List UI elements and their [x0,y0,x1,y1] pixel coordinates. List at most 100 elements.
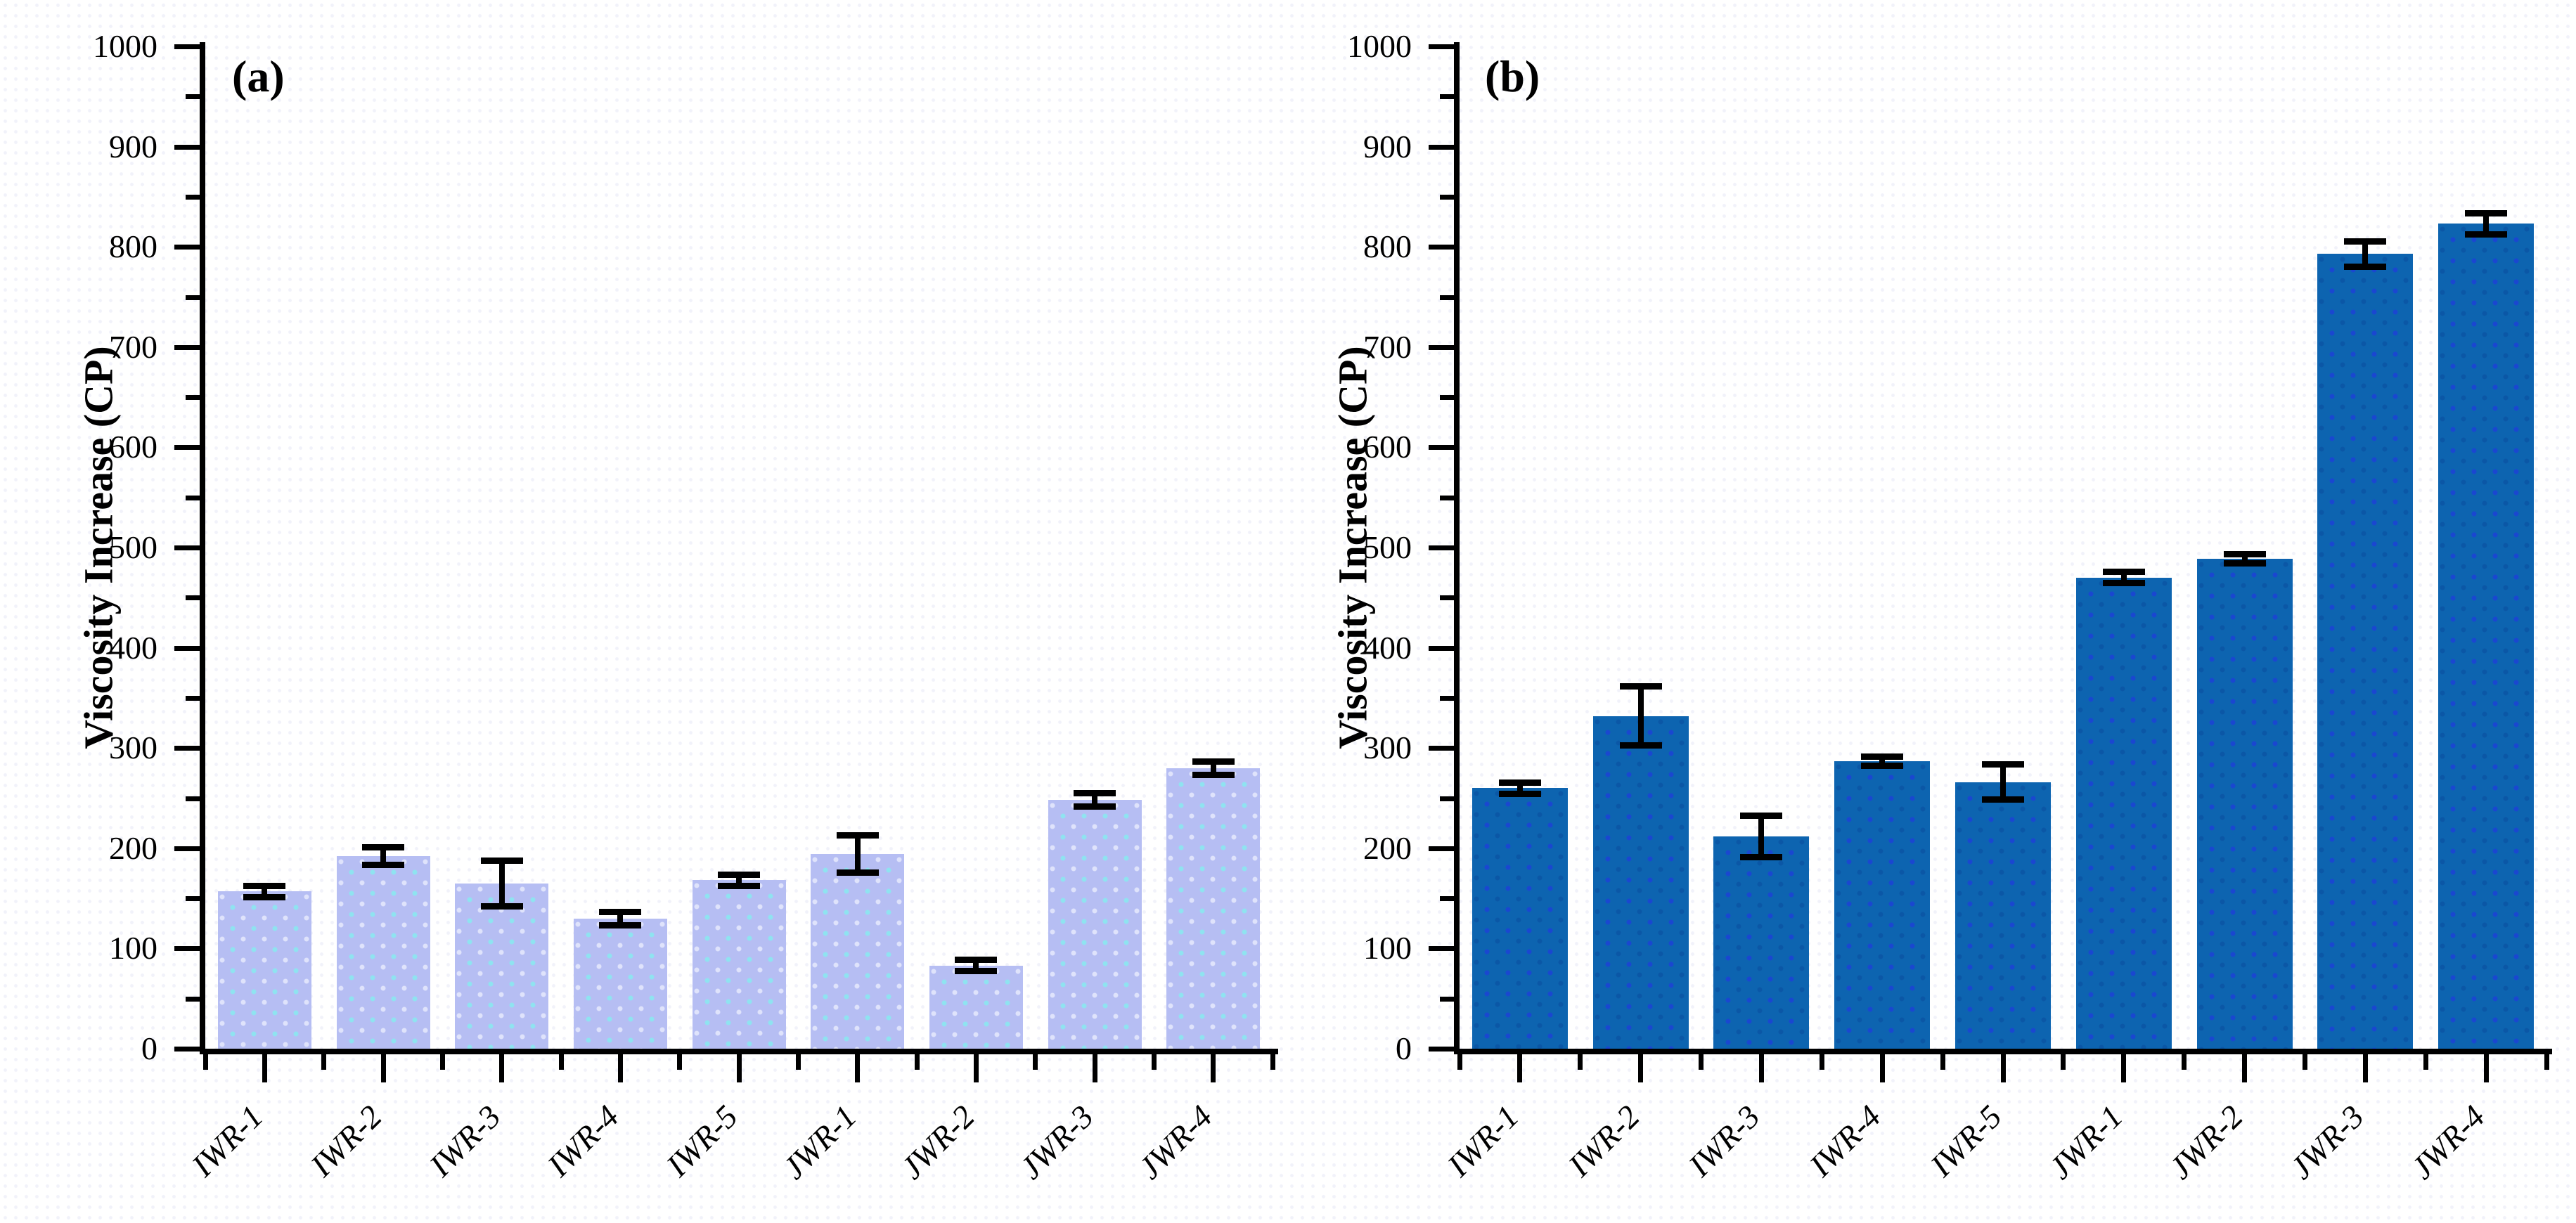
y-tick-label: 100 [1363,930,1412,966]
y-tick-minor [186,796,200,801]
x-tick-label-text: IWR-4 [1802,1098,1888,1184]
error-bar-cap [1498,790,1541,797]
y-tick-label: 800 [109,228,157,265]
y-tick-label: 500 [109,529,157,565]
y-tick-major [1429,645,1454,651]
error-bar-cap [836,869,879,876]
y-tick-major [1429,344,1454,350]
error-bar-cap [2102,569,2145,576]
x-tick-label-text: IWR-5 [1923,1098,2009,1184]
y-tick-minor [186,595,200,601]
x-tick-minor [202,1054,208,1070]
y-tick-label: 1000 [93,28,157,64]
error-bar-cap [2465,231,2508,238]
error-bar-cap [243,882,286,889]
y-tick-label: 500 [1363,529,1412,565]
error-bar-cap [362,844,404,851]
x-tick-minor [1033,1054,1038,1070]
x-tick-major [736,1054,742,1082]
x-tick-minor [558,1054,564,1070]
y-tick-major [174,645,200,651]
y-tick-major [174,746,200,751]
x-tick-minor [1578,1054,1583,1070]
bar [1713,836,1809,1049]
x-tick-major [2121,1054,2127,1082]
error-bar-line [1210,761,1216,775]
error-bar-cap [2344,263,2387,270]
bar [2438,224,2534,1049]
error-bar-line [1516,782,1523,794]
error-bar-line [380,847,386,866]
x-tick-major [262,1054,267,1082]
x-tick-minor [2182,1054,2187,1070]
y-tick-minor [186,194,200,200]
y-tick-major [1429,445,1454,451]
x-tick-label-text: IWR-2 [1561,1098,1647,1184]
y-tick-major [174,946,200,952]
y-tick-major [174,1047,200,1051]
y-tick-minor [1440,495,1454,500]
x-tick-major [1638,1054,1644,1082]
x-tick-label-text: IWR-3 [1682,1098,1767,1184]
y-tick-label: 400 [109,629,157,666]
x-tick-major [2483,1054,2489,1082]
y-tick-minor [186,495,200,500]
y-tick-label: 900 [1363,128,1412,164]
error-bar-cap [836,832,879,839]
error-bar-cap [1192,771,1235,778]
y-tick-minor [186,695,200,701]
bar [455,883,548,1049]
x-tick-major [2362,1054,2368,1082]
x-tick-minor [2423,1054,2428,1070]
y-tick-minor [1440,395,1454,401]
x-tick-major [1211,1054,1216,1082]
x-tick-minor [2544,1054,2549,1070]
y-tick-major [1429,1047,1454,1051]
y-tick-major [1429,545,1454,550]
error-bar-cap [480,902,523,910]
x-tick-minor [1151,1054,1157,1070]
bar [1472,788,1568,1049]
y-tick-label: 0 [1396,1030,1412,1066]
error-bar-cap [1740,853,1783,860]
error-bar-line [2362,240,2369,267]
x-tick-minor [1270,1054,1275,1070]
error-bar-cap [1074,803,1116,810]
y-tick-minor [1440,896,1454,902]
x-tick-major [617,1054,623,1082]
y-tick-major [1429,846,1454,851]
error-bar-line [617,911,624,926]
y-tick-label: 700 [1363,328,1412,365]
bar [929,965,1023,1049]
x-tick-minor [2061,1054,2066,1070]
y-tick-label: 0 [141,1030,157,1066]
bar [1048,800,1142,1049]
y-tick-minor [186,395,200,401]
bar [811,854,904,1049]
x-tick-label-text: JWR-4 [2404,1098,2492,1186]
error-bar-cap [1740,812,1783,819]
y-tick-label: 300 [109,730,157,766]
bar [2197,558,2293,1049]
error-bar-cap [1619,682,1662,690]
error-bar-line [973,959,979,972]
error-bar-cap [1619,742,1662,749]
bar [1955,782,2051,1049]
error-bar-cap [1861,762,1904,769]
x-tick-major [2000,1054,2006,1082]
x-axis-line [200,1049,1278,1054]
y-tick-major [174,144,200,150]
bar [2076,577,2172,1049]
y-tick-label: 600 [109,429,157,465]
error-bar-cap [2223,559,2266,567]
y-tick-minor [1440,595,1454,601]
x-tick-major [973,1054,979,1082]
error-bar-line [498,860,505,907]
error-bar-cap [2344,238,2387,245]
x-tick-minor [321,1054,327,1070]
error-bar-cap [718,882,760,889]
x-tick-minor [1819,1054,1824,1070]
error-bar-line [2483,212,2490,235]
error-bar-cap [1982,761,2024,768]
